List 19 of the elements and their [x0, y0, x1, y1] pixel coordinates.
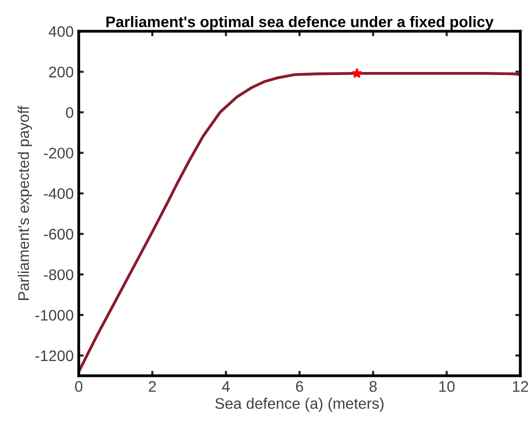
y-tick-label: 400	[48, 26, 74, 37]
x-tick-label: 4	[222, 381, 230, 392]
y-tick-label: 200	[49, 66, 74, 78]
x-axis-title: Sea defence (a) (meters)	[215, 398, 384, 412]
x-tick-label: 6	[296, 381, 304, 392]
y-tick-label: -1200	[35, 350, 74, 362]
y-tick-label: -1000	[35, 310, 74, 321]
x-tick-label: 10	[439, 381, 455, 392]
y-tick-label: -800	[44, 269, 74, 280]
y-tick-label: -200	[44, 148, 74, 159]
y-tick-label: -400	[44, 188, 74, 200]
chart-title: Parliament's optimal sea defence under a fixed policy	[106, 16, 494, 30]
y-axis-title: Parliament's expected payoff	[18, 106, 32, 300]
y-tick-label: -600	[44, 228, 74, 240]
x-tick-label: 0	[75, 381, 82, 392]
x-tick-label: 2	[148, 381, 156, 392]
x-tick-label: 8	[370, 381, 377, 392]
y-tick-label: 0	[66, 107, 74, 118]
x-tick-label: 12	[512, 381, 528, 392]
